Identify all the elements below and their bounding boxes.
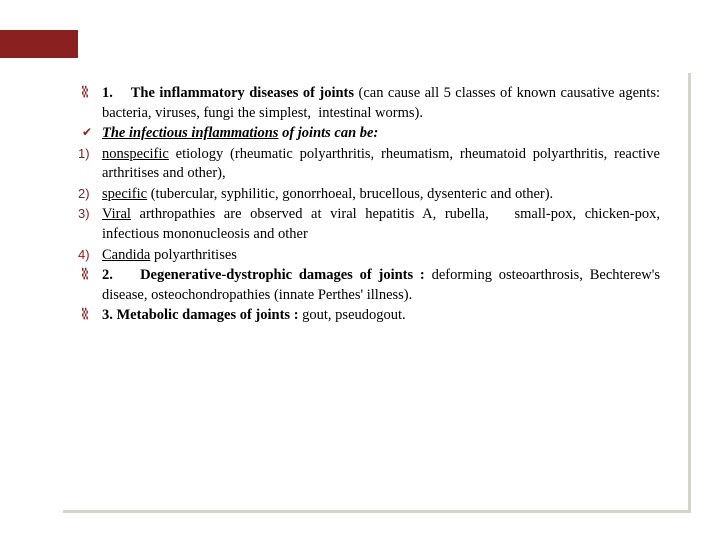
- list-item-text: specific (tubercular, syphilitic, gonorr…: [102, 186, 553, 202]
- list-marker: 4): [78, 246, 90, 264]
- list-item-text: The infectious inflammations of joints c…: [102, 125, 378, 141]
- list-marker: 1): [78, 145, 90, 163]
- list-item-text: 1. The inflammatory diseases of joints (…: [102, 85, 660, 121]
- list-item-6: 2. Degenerative-dystrophic damages of jo…: [82, 266, 660, 305]
- corner-accent-bar: [0, 30, 78, 58]
- list-item-0: 1. The inflammatory diseases of joints (…: [82, 84, 660, 123]
- list-item-text: 3. Metabolic damages of joints : gout, p…: [102, 307, 406, 323]
- list-marker: 2): [78, 185, 90, 203]
- list-item-5: 4)Candida polyarthritises: [82, 246, 660, 266]
- list-item-3: 2)specific (tubercular, syphilitic, gono…: [82, 185, 660, 205]
- list-item-4: 3)Viral arthropathies are observed at vi…: [82, 205, 660, 244]
- list-item-1: The infectious inflammations of joints c…: [82, 124, 660, 144]
- list-item-2: 1)nonspecific etiology (rheumatic polyar…: [82, 145, 660, 184]
- list-item-text: nonspecific etiology (rheumatic polyarth…: [102, 146, 660, 182]
- list-marker: 3): [78, 205, 90, 223]
- list-item-7: 3. Metabolic damages of joints : gout, p…: [82, 306, 660, 326]
- slide-text-list: 1. The inflammatory diseases of joints (…: [82, 84, 660, 326]
- list-item-text: 2. Degenerative-dystrophic damages of jo…: [102, 267, 660, 303]
- list-item-text: Viral arthropathies are observed at vira…: [102, 206, 660, 242]
- content-area: 1. The inflammatory diseases of joints (…: [60, 70, 688, 510]
- list-item-text: Candida polyarthritises: [102, 247, 237, 263]
